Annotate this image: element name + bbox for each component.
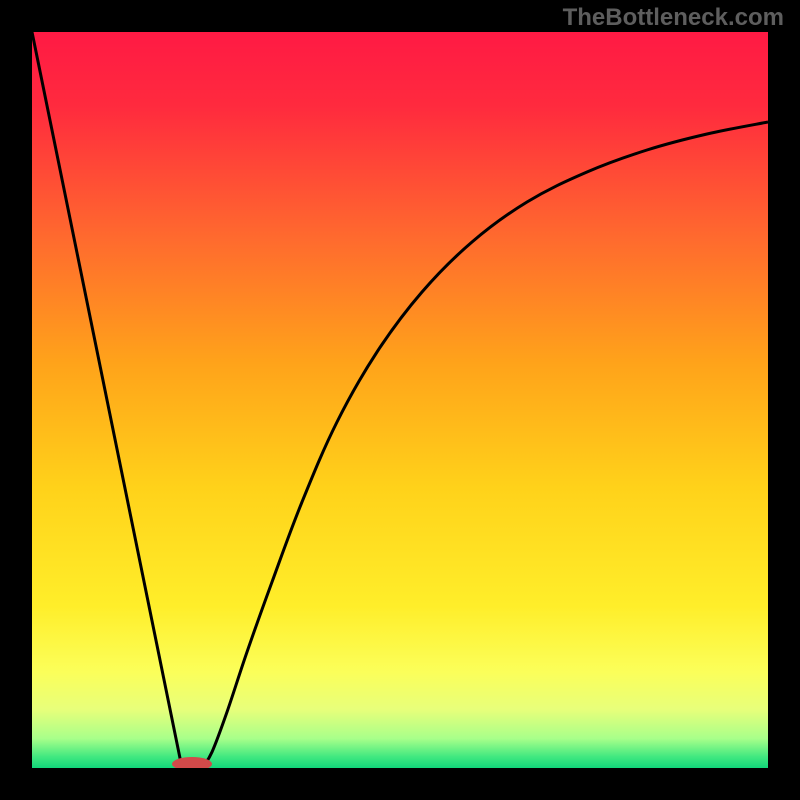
chart-container: TheBottleneck.com (0, 0, 800, 800)
curve-layer (32, 32, 768, 768)
watermark-text: TheBottleneck.com (563, 4, 784, 32)
plot-area (32, 32, 768, 768)
curve-left-segment (32, 32, 182, 768)
minimum-marker (172, 757, 212, 768)
curve-right-segment (202, 122, 768, 768)
